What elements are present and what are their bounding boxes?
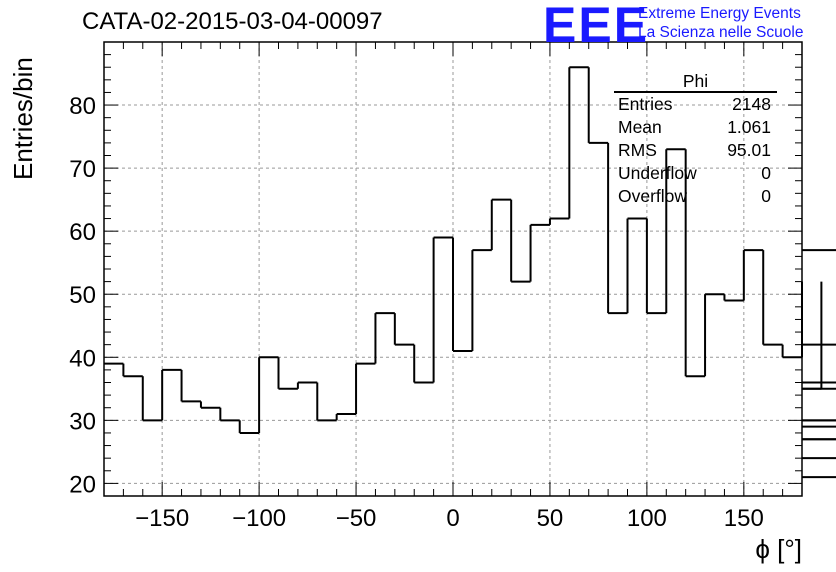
stats-value: 2148 — [732, 94, 771, 114]
y-tick-label: 20 — [69, 471, 96, 498]
stats-row: RMS 95.01 — [610, 139, 777, 162]
eee-logo: EEE — [543, 0, 650, 53]
stats-value: 0 — [761, 186, 771, 206]
y-tick-label: 80 — [69, 93, 96, 120]
stats-value: 0 — [761, 163, 771, 183]
histogram-bars — [104, 66, 836, 479]
stats-value: 95.01 — [727, 140, 771, 160]
y-tick-label: 60 — [69, 219, 96, 246]
stats-row: Overflow 0 — [610, 185, 777, 208]
x-tick-label: 150 — [724, 505, 764, 532]
stats-title: Phi — [614, 72, 777, 93]
stats-label: Overflow — [618, 186, 688, 206]
x-tick-label: −50 — [336, 505, 377, 532]
x-tick-label: 0 — [446, 505, 459, 532]
y-tick-label: 70 — [69, 156, 96, 183]
stats-value: 1.061 — [727, 117, 771, 137]
stats-label: Mean — [618, 117, 662, 137]
logo-line-2: La Scienza nelle Scuole — [638, 24, 804, 41]
logo-line-1: Extreme Energy Events — [638, 5, 801, 22]
tick-labels: −150 −100 −50 0 50 100 150 20 30 40 50 60 70 80 — [69, 93, 764, 532]
x-tick-label: −100 — [232, 505, 286, 532]
stats-label: RMS — [618, 140, 657, 160]
x-tick-label: 100 — [627, 505, 667, 532]
stats-label: Entries — [618, 94, 673, 114]
logo-caption: Extreme Energy Events La Scienza nelle S… — [638, 4, 803, 42]
y-axis-label: Entries/bin — [8, 57, 38, 180]
stats-box: Phi Entries 2148 Mean 1.061 RMS 95.01 Under… — [610, 72, 777, 208]
stats-row: Mean 1.061 — [610, 116, 777, 139]
stats-label: Underflow — [618, 163, 697, 183]
x-tick-label: −150 — [135, 505, 189, 532]
y-tick-label: 40 — [69, 345, 96, 372]
y-tick-label: 50 — [69, 282, 96, 309]
y-tick-label: 30 — [69, 408, 96, 435]
x-axis-label: ϕ [°] — [755, 534, 802, 564]
chart-title: CATA-02-2015-03-04-00097 — [82, 8, 383, 35]
x-tick-label: 50 — [537, 505, 564, 532]
axis-ticks — [103, 41, 803, 497]
stats-row: Underflow 0 — [610, 162, 777, 185]
stats-row: Entries 2148 — [610, 93, 777, 116]
